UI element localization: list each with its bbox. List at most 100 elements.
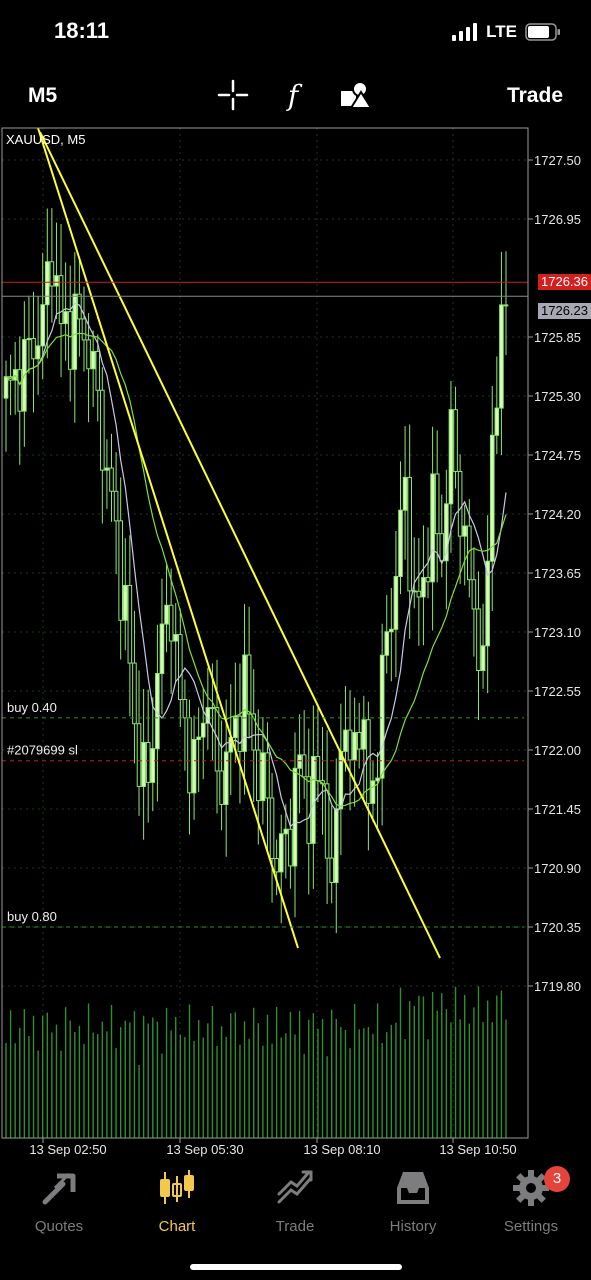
candle-body [164, 604, 169, 625]
candle-body [467, 525, 472, 581]
candle-body [278, 833, 284, 873]
price-label: 1722.55 [534, 684, 581, 699]
settings-icon [513, 1170, 549, 1206]
home-indicator [190, 1264, 402, 1270]
candle-body [86, 339, 91, 370]
price-label: 1721.45 [534, 802, 581, 817]
candle-body [54, 275, 59, 287]
time-label: 13 Sep 10:50 [439, 1142, 516, 1157]
bid-price-tag: 1726.36 [538, 274, 591, 291]
history-icon [397, 1172, 429, 1204]
price-label: 1726.95 [534, 212, 581, 227]
candle-body [145, 741, 151, 783]
candle-body [104, 467, 110, 471]
candle-body [402, 476, 408, 511]
trade-button[interactable]: Trade [506, 84, 563, 107]
candle-body [283, 828, 289, 835]
order-label: buy 0.80 [7, 909, 57, 924]
tab-trade[interactable]: Trade [240, 1168, 350, 1235]
candle-body [301, 754, 307, 778]
candle-body [343, 729, 348, 752]
bottom-tab-bar: Quotes Chart Trade History [0, 1160, 591, 1280]
candle-body [223, 751, 229, 805]
crosshair-icon[interactable] [216, 78, 250, 112]
candle-body [132, 662, 137, 725]
candle-body [150, 748, 156, 783]
status-time: 18:11 [54, 18, 110, 43]
tab-quotes[interactable]: Quotes [4, 1168, 114, 1235]
battery-icon [525, 23, 560, 41]
objects-icon[interactable] [338, 78, 372, 112]
candle-body [494, 407, 500, 436]
candle-body [462, 525, 468, 537]
candle-body [118, 520, 123, 621]
candle-body [476, 608, 481, 671]
candle-body [292, 767, 298, 867]
candle-body [311, 755, 316, 844]
candle-body [288, 828, 293, 867]
ask-price-tag: 1726.23 [538, 303, 591, 320]
candle-body [361, 719, 367, 750]
candle-body [338, 750, 344, 810]
candle-body [113, 490, 119, 522]
candle-body [398, 509, 403, 578]
chart-canvas[interactable]: buy 0.40 #2079699 sl buy 0.80 XAUUSD, M5 1… [0, 126, 591, 1160]
candle-body [77, 293, 82, 320]
quotes-icon [42, 1172, 76, 1205]
timeframe-button[interactable]: M5 [28, 84, 58, 107]
candle-body [35, 345, 41, 360]
tab-label-trade: Trade [275, 1218, 315, 1235]
price-label: 1723.10 [534, 625, 581, 640]
candle-body [499, 304, 504, 409]
candle-body [44, 261, 50, 306]
price-label: 1725.30 [534, 389, 581, 404]
candle-body [265, 752, 270, 799]
candle-body [356, 732, 362, 750]
candle-body [393, 576, 399, 630]
indicators-icon[interactable]: f [276, 78, 310, 112]
candle-body [100, 389, 105, 471]
time-label: 13 Sep 05:30 [166, 1142, 243, 1157]
candle-body [182, 699, 188, 719]
candle-body [471, 579, 477, 610]
chart-toolbar: M5 f Trade [0, 72, 591, 120]
candle-body [421, 577, 426, 598]
price-chart[interactable]: buy 0.40 #2079699 sl buy 0.80 XAUUSD, M5 1… [0, 126, 591, 1160]
candle-body [425, 577, 431, 583]
candle-body [379, 654, 385, 779]
price-label: 1720.35 [534, 920, 581, 935]
trendline [39, 131, 441, 959]
candle-body [329, 857, 334, 884]
tab-label-settings: Settings [503, 1218, 559, 1235]
candle-body [196, 736, 201, 741]
candle-body [274, 858, 279, 873]
candle-body [219, 770, 224, 805]
tab-chart[interactable]: Chart [122, 1168, 232, 1235]
candle-body [269, 797, 275, 860]
candle-body [122, 584, 128, 621]
candle-body [136, 723, 142, 788]
candle-body [457, 470, 463, 537]
candle-body [237, 715, 243, 752]
candle-body [503, 304, 509, 307]
network-label: LTE [486, 22, 517, 41]
chart-frame [1, 127, 529, 1139]
candle-body [260, 752, 266, 802]
signal-icon [452, 23, 478, 41]
candle-body [40, 304, 45, 347]
candle-body [444, 503, 449, 562]
candle-body [141, 741, 146, 788]
candle-body [384, 631, 390, 656]
candle-body [347, 729, 353, 761]
candle-body [439, 533, 445, 562]
candle-body [67, 311, 73, 370]
candle-body [159, 623, 165, 675]
candle-body [17, 369, 23, 412]
candle-body [81, 318, 87, 341]
candle-body [72, 293, 78, 370]
price-label: 1724.75 [534, 448, 581, 463]
tab-history[interactable]: History [358, 1168, 468, 1235]
ma-fast-line [5, 302, 507, 828]
candle-body [200, 722, 206, 738]
tab-settings[interactable]: 3 Settings [476, 1166, 586, 1235]
